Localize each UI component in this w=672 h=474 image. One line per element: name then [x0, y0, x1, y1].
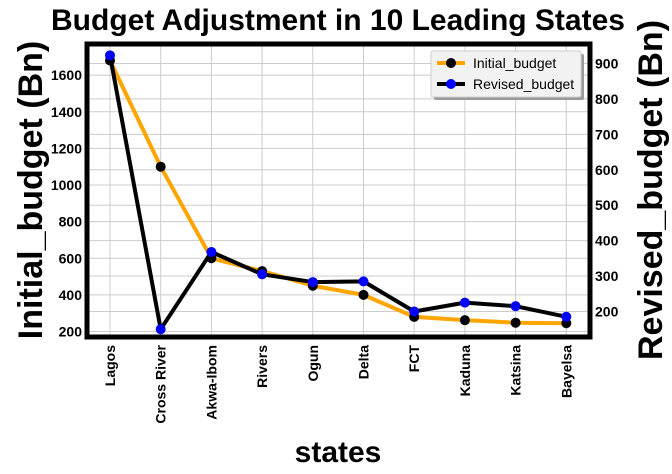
data-point-revised-budget	[155, 324, 166, 335]
y-tick-label-right: 400	[595, 233, 619, 249]
tick-layer: Lagos Cross River Akwa-Ibom Rivers Ogun Delta…	[51, 55, 619, 423]
legend: Initial_budget Revised_budget	[430, 50, 584, 100]
grid	[87, 44, 590, 337]
data-point-revised-budget	[105, 50, 115, 61]
data-point-revised-budget	[510, 301, 521, 312]
legend-label-revised-budget: Revised_budget	[473, 76, 574, 92]
y-tick-label-right: 200	[595, 303, 619, 319]
x-tick-label: Katsina	[508, 345, 524, 396]
y-tick-label-left: 200	[59, 324, 83, 340]
x-tick-label: Lagos	[102, 345, 118, 386]
y-tick-label-right: 500	[595, 197, 619, 213]
y-tick-label-right: 900	[595, 55, 619, 71]
plot-frame	[84, 41, 593, 340]
y-tick-label-right: 700	[595, 126, 619, 142]
series-layer	[105, 50, 572, 335]
y-tick-label-left: 1200	[51, 140, 82, 156]
data-point-revised-budget	[561, 311, 572, 322]
data-point-revised-budget	[409, 306, 420, 317]
y-axis-label-right: Revised_budget (Bn)	[632, 20, 670, 360]
legend-marker-revised-budget	[446, 79, 456, 89]
x-tick-label: Ogun	[305, 345, 321, 382]
y-axis-label-left: Initial_budget (Bn)	[12, 41, 50, 339]
y-tick-label-left: 600	[59, 250, 83, 266]
chart-title: Budget Adjustment in 10 Leading States	[51, 4, 625, 37]
y-tick-label-left: 400	[59, 287, 83, 303]
legend-marker-initial-budget	[446, 58, 456, 68]
data-point-initial-budget	[358, 289, 369, 300]
x-tick-label: Delta	[356, 345, 372, 379]
x-tick-label: Cross River	[153, 344, 169, 423]
legend-label-initial-budget: Initial_budget	[473, 55, 556, 71]
x-tick-label: Kaduna	[457, 345, 473, 397]
data-point-revised-budget	[459, 297, 470, 308]
x-axis-label: states	[295, 436, 382, 469]
data-point-revised-budget	[307, 277, 318, 288]
series-line-initial-budget	[108, 59, 567, 326]
data-point-revised-budget	[358, 276, 369, 287]
y-tick-label-left: 1400	[51, 104, 82, 120]
y-tick-label-left: 800	[59, 214, 83, 230]
x-tick-label: Bayelsa	[558, 345, 574, 398]
x-tick-label: FCT	[406, 345, 422, 373]
y-tick-label-left: 1600	[51, 67, 82, 83]
legend-box	[430, 50, 582, 98]
x-tick-label: Akwa-Ibom	[203, 345, 219, 420]
y-tick-label-right: 600	[595, 162, 619, 178]
data-point-revised-budget	[206, 246, 217, 257]
series-line-revised-budget	[108, 54, 567, 332]
data-point-initial-budget	[155, 161, 166, 172]
y-tick-label-left: 1000	[51, 177, 82, 193]
data-point-initial-budget	[510, 317, 521, 328]
data-point-initial-budget	[459, 315, 470, 326]
y-tick-label-right: 300	[595, 268, 619, 284]
x-tick-label: Rivers	[254, 345, 270, 388]
data-point-revised-budget	[257, 269, 268, 280]
y-tick-label-right: 800	[595, 91, 619, 107]
